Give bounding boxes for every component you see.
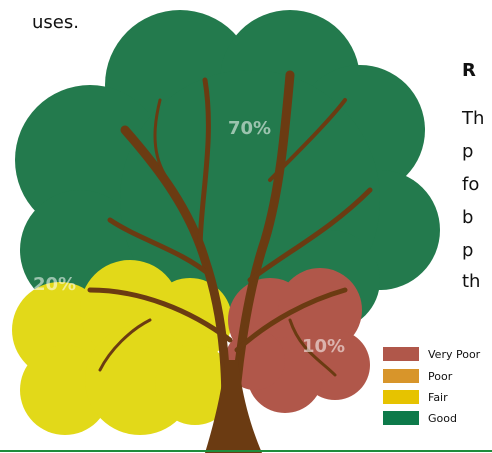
canopy-good [15,10,440,330]
legend-label: Very Poor [428,348,481,361]
heading: R [462,60,476,81]
legend-label: Poor [428,370,453,383]
tree-trunk [205,360,262,453]
legend: Very Poor Poor Fair Good [383,347,481,425]
canopy-label: 70% [228,118,271,139]
paragraph-line: p [462,141,473,162]
legend-swatch [383,390,419,404]
paragraph-line: Th [461,108,484,129]
legend-swatch [383,411,419,425]
canopy-fair [12,260,235,435]
paragraph-line: th [462,271,480,292]
paragraph-line: b [462,207,473,228]
paragraph-line: fo [462,174,479,195]
legend-swatch [383,369,419,383]
intro-text: uses. [32,12,79,33]
canopy-label: 10% [302,336,345,357]
paragraph-line: p [462,240,473,261]
legend-label: Good [428,412,457,425]
legend-swatch [383,347,419,361]
paragraph: Th p fo b p th [461,108,484,292]
canopy-label: 20% [33,274,76,295]
legend-label: Fair [428,391,448,404]
